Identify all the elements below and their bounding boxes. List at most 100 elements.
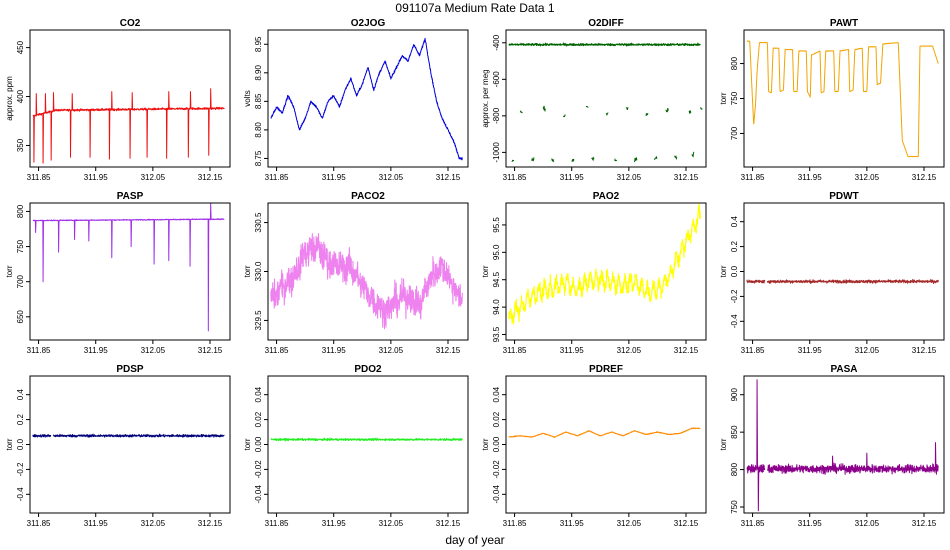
x-tick-label: 312.05 [617,346,642,355]
series-paco2 [270,232,463,330]
y-tick-label: -0.4 [730,314,739,328]
plot-frame [267,375,469,514]
x-tick-label: 311.85 [741,346,765,355]
x-tick-label: 311.95 [322,173,346,182]
series-pawt [746,40,939,158]
y-tick-label: 0.2 [730,240,739,252]
x-tick-label: 311.95 [560,346,584,355]
panel-co2: CO2 311.85 311.95 312.05 312.15 350 400 450 appr… [5,18,231,182]
x-tick-label: 311.95 [798,519,822,528]
y-tick-label: 8.90 [254,64,263,80]
panel-title: PDSP [116,364,144,375]
series-line [508,203,701,325]
y-tick-label: 0.04 [254,386,263,402]
data-cluster [531,157,535,162]
x-tick-label: 311.85 [265,346,289,355]
panel-pasa: PASA 311.85 311.95 312.05 312.15 750 800 850 900… [719,364,945,528]
series-pdo2 [270,437,463,442]
series-line [32,88,225,164]
y-axis-label: torr [5,438,14,450]
x-tick-label: 311.85 [503,173,527,182]
figure-title: 091107a Medium Rate Data 1 [395,1,555,15]
y-tick-label: 94.5 [492,271,501,287]
x-tick-label: 312.15 [198,346,223,355]
x-tick-label: 312.05 [617,519,642,528]
y-tick-label: -0.02 [492,460,501,479]
data-cluster [688,110,692,114]
series-pdwt [746,278,939,285]
plot-frame [505,202,707,341]
data-cluster [591,156,595,162]
x-tick-label: 312.15 [436,173,461,182]
panel-title: O2DIFF [588,18,624,29]
y-tick-label: 8.85 [254,93,263,109]
y-axis-label: approx. per meg [481,69,490,127]
panel-o2jog: O2JOG 311.85 311.95 312.05 312.15 8.75 8.80 8.8… [243,18,469,182]
series-pdsp [32,433,225,438]
y-tick-label: -0.2 [730,289,739,303]
data-cluster [645,113,649,117]
y-tick-label: -0.04 [492,485,501,504]
panel-title: CO2 [120,18,141,29]
x-tick-label: 312.05 [379,346,404,355]
x-tick-label: 312.05 [379,173,404,182]
panel-pdo2: PDO2 311.85 311.95 312.05 312.15 -0.04 -0.02 0.… [243,364,469,528]
y-tick-label: -0.2 [16,462,25,476]
plot-frame [505,29,707,168]
panel-title: PAWT [830,18,858,29]
y-tick-label: 0.4 [730,216,739,228]
y-tick-label: 450 [16,40,25,54]
y-tick-label: 0.4 [16,389,25,401]
y-tick-label: 94.0 [492,299,501,315]
series-line [270,37,463,161]
y-tick-label: -0.02 [254,460,263,479]
data-cluster [614,158,618,162]
series-line [508,42,701,47]
x-tick-label: 311.85 [27,346,51,355]
y-tick-label: 95.5 [492,217,501,233]
x-tick-label: 312.05 [855,519,880,528]
y-tick-label: -0.4 [16,487,25,501]
x-tick-label: 311.85 [503,346,527,355]
series-pao2 [508,203,701,325]
x-tick-label: 312.15 [436,519,461,528]
x-tick-label: 311.95 [322,519,346,528]
y-axis-label: torr [5,265,14,277]
data-cluster [625,107,629,111]
y-tick-label: 8.75 [254,150,263,166]
panel-pawt: PAWT 311.85 311.95 312.05 312.15 700 750 800 tor… [719,18,945,182]
panel-pdref: PDREF 311.85 311.95 312.05 312.15 -0.04 -0.02 0… [481,364,707,528]
plot-frame [29,375,231,514]
x-tick-label: 311.95 [560,519,584,528]
y-axis-label: approx. ppm [5,76,14,121]
x-tick-label: 312.05 [141,346,166,355]
series-line [32,433,225,438]
data-cluster [634,157,638,163]
y-tick-label: 8.95 [254,36,263,52]
data-cluster [511,159,515,163]
y-tick-label: 0.02 [254,411,263,427]
panel-pasp: PASP 311.85 311.95 312.05 312.15 650 700 750 800… [5,191,231,355]
y-tick-label: 329.5 [254,310,263,331]
y-axis-label: torr [719,438,728,450]
series-o2jog [270,37,463,161]
x-tick-label: 312.15 [198,173,223,182]
y-axis-label: torr [481,438,490,450]
x-tick-label: 311.85 [741,173,765,182]
series-line [270,232,463,330]
y-tick-label: 800 [16,204,25,218]
series-co2 [32,88,225,164]
x-tick-label: 311.95 [84,519,108,528]
panel-pdsp: PDSP 311.85 311.95 312.05 312.15 -0.4 -0.2 0.0 0… [5,364,231,528]
x-tick-label: 311.95 [322,346,346,355]
y-tick-label: -400 [492,34,501,51]
y-tick-label: 700 [16,274,25,288]
y-tick-label: 700 [730,126,739,140]
y-tick-label: 0.04 [492,386,501,402]
data-cluster [654,156,658,161]
data-cluster [605,112,609,116]
y-tick-label: -1000 [492,142,501,163]
panel-title: PDWT [829,191,858,202]
panel-title: PDO2 [354,364,382,375]
y-tick-label: 650 [16,310,25,324]
